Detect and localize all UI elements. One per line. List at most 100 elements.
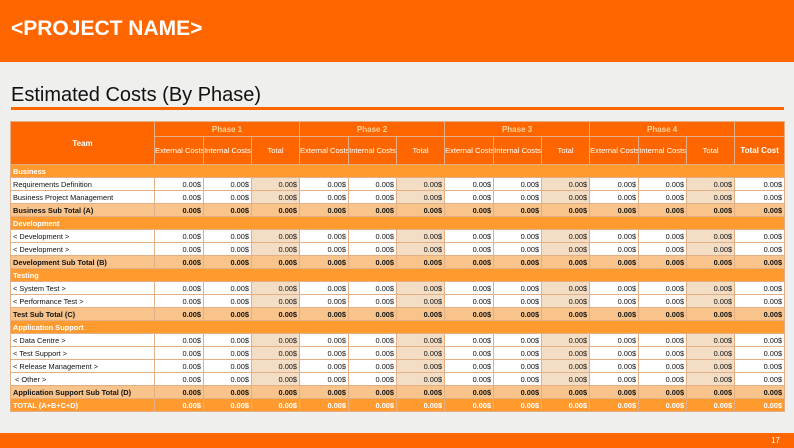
phase-total-header: Total	[686, 136, 736, 165]
section-title: Estimated Costs (By Phase)	[11, 84, 262, 106]
cost-cell: 0.00$	[638, 294, 688, 308]
cost-cell: 0.00$	[444, 190, 495, 204]
cost-cell: 0.00$	[444, 333, 495, 347]
section-label: Application Support	[9, 320, 786, 334]
phase-total-cell: 0.00$	[686, 385, 736, 399]
cost-cell: 0.00$	[348, 359, 398, 373]
phase-total-cell: 0.00$	[541, 177, 591, 191]
subtotal-row: Development Sub Total (B) 0.00$ 0.00$ 0.00$…	[10, 255, 786, 269]
cost-cell: 0.00$	[154, 203, 204, 217]
cost-cell: 0.00$	[493, 398, 543, 412]
phase-total-cell: 0.00$	[250, 359, 301, 373]
table-row: < Performance Test >0.00$ 0.00$ 0.00$ 0.00$…	[10, 294, 786, 308]
total-cost-cell: 0.00$	[734, 307, 786, 321]
estimated-costs-table: Team Phase 1 Phase 2 Phase 3 Phase 4 Ext…	[9, 121, 786, 412]
cost-cell: 0.00$	[444, 177, 495, 191]
cost-cell: 0.00$	[589, 177, 640, 191]
internal-costs-header: Internal Costs	[493, 136, 543, 165]
phase-total-cell: 0.00$	[396, 281, 446, 295]
phase-total-cell: 0.00$	[686, 281, 736, 295]
cost-cell: 0.00$	[348, 333, 398, 347]
total-cost-cell: 0.00$	[734, 281, 786, 295]
cost-cell: 0.00$	[348, 177, 398, 191]
cost-cell: 0.00$	[493, 177, 543, 191]
phase-total-cell: 0.00$	[686, 294, 736, 308]
cost-cell: 0.00$	[493, 203, 543, 217]
phase-total-cell: 0.00$	[250, 190, 301, 204]
phase-total-cell: 0.00$	[686, 307, 736, 321]
phase-total-cell: 0.00$	[396, 294, 446, 308]
table-row: < Data Centre >0.00$ 0.00$ 0.00$ 0.00$ 0.00$…	[10, 333, 786, 347]
total-cost-cell: 0.00$	[734, 398, 786, 412]
cost-cell: 0.00$	[444, 229, 495, 243]
cost-cell: 0.00$	[493, 255, 543, 269]
column-header-row: External Costs Internal Costs Total Exte…	[11, 136, 786, 165]
phase-total-cell: 0.00$	[686, 372, 736, 386]
cost-cell: 0.00$	[154, 398, 204, 412]
cost-cell: 0.00$	[154, 281, 204, 295]
external-costs-header: External Costs	[589, 136, 640, 165]
cost-cell: 0.00$	[203, 229, 252, 243]
phase-total-cell: 0.00$	[686, 255, 736, 269]
row-label: < Other >	[10, 372, 155, 386]
phase-total-cell: 0.00$	[686, 398, 736, 412]
cost-cell: 0.00$	[444, 359, 495, 373]
row-label: Business Project Management	[10, 190, 155, 204]
external-costs-header: External Costs	[154, 136, 204, 165]
phase-total-cell: 0.00$	[541, 203, 591, 217]
section-label: Testing	[9, 268, 786, 282]
phase-total-cell: 0.00$	[250, 242, 301, 256]
cost-cell: 0.00$	[203, 398, 252, 412]
cost-cell: 0.00$	[348, 229, 398, 243]
cost-cell: 0.00$	[203, 333, 252, 347]
phase-total-cell: 0.00$	[250, 177, 301, 191]
phase-header-row: Team Phase 1 Phase 2 Phase 3 Phase 4	[10, 121, 786, 165]
cost-cell: 0.00$	[348, 242, 398, 256]
cost-cell: 0.00$	[203, 255, 252, 269]
phase-total-cell: 0.00$	[686, 229, 736, 243]
cost-cell: 0.00$	[589, 359, 640, 373]
phase-total-cell: 0.00$	[250, 203, 301, 217]
cost-cell: 0.00$	[638, 398, 688, 412]
cost-cell: 0.00$	[493, 333, 543, 347]
cost-cell: 0.00$	[589, 242, 640, 256]
table-row: < Release Management >0.00$ 0.00$ 0.00$ 0.0…	[10, 359, 786, 373]
phase-header-blank	[734, 121, 786, 137]
cost-cell: 0.00$	[638, 190, 688, 204]
cost-cell: 0.00$	[589, 307, 640, 321]
table-row: < Other >0.00$ 0.00$ 0.00$ 0.00$ 0.00$ 0.00$ 0…	[10, 372, 786, 386]
phase-total-header: Total	[250, 136, 301, 165]
cost-cell: 0.00$	[154, 190, 204, 204]
total-cost-cell: 0.00$	[734, 333, 786, 347]
phase-total-header: Total	[396, 136, 446, 165]
phase-total-cell: 0.00$	[686, 346, 736, 360]
cost-cell: 0.00$	[589, 398, 640, 412]
cost-cell: 0.00$	[493, 385, 543, 399]
row-label: < Test Support >	[10, 346, 155, 360]
cost-cell: 0.00$	[444, 294, 495, 308]
cost-cell: 0.00$	[493, 190, 543, 204]
phase-total-cell: 0.00$	[541, 346, 591, 360]
cost-cell: 0.00$	[589, 190, 640, 204]
cost-cell: 0.00$	[589, 229, 640, 243]
cost-cell: 0.00$	[154, 359, 204, 373]
cost-cell: 0.00$	[348, 203, 398, 217]
cost-cell: 0.00$	[154, 294, 204, 308]
section-label: Business	[9, 164, 786, 178]
total-cost-cell: 0.00$	[734, 229, 786, 243]
cost-cell: 0.00$	[299, 333, 350, 347]
phase-total-cell: 0.00$	[541, 307, 591, 321]
phase-total-cell: 0.00$	[396, 203, 446, 217]
total-cost-cell: 0.00$	[734, 359, 786, 373]
cost-cell: 0.00$	[638, 385, 688, 399]
table-row: < Development >0.00$ 0.00$ 0.00$ 0.00$ 0.00$…	[10, 229, 786, 243]
grand-total-row: TOTAL (A+B+C+D) 0.00$ 0.00$ 0.00$ 0.00$ 0.00$…	[10, 398, 786, 412]
phase-total-cell: 0.00$	[686, 177, 736, 191]
cost-cell: 0.00$	[444, 242, 495, 256]
cost-cell: 0.00$	[638, 229, 688, 243]
cost-cell: 0.00$	[348, 294, 398, 308]
cost-cell: 0.00$	[493, 346, 543, 360]
phase-header: Phase 3	[444, 121, 591, 137]
phase-total-cell: 0.00$	[396, 307, 446, 321]
project-name: <PROJECT NAME>	[11, 17, 203, 40]
